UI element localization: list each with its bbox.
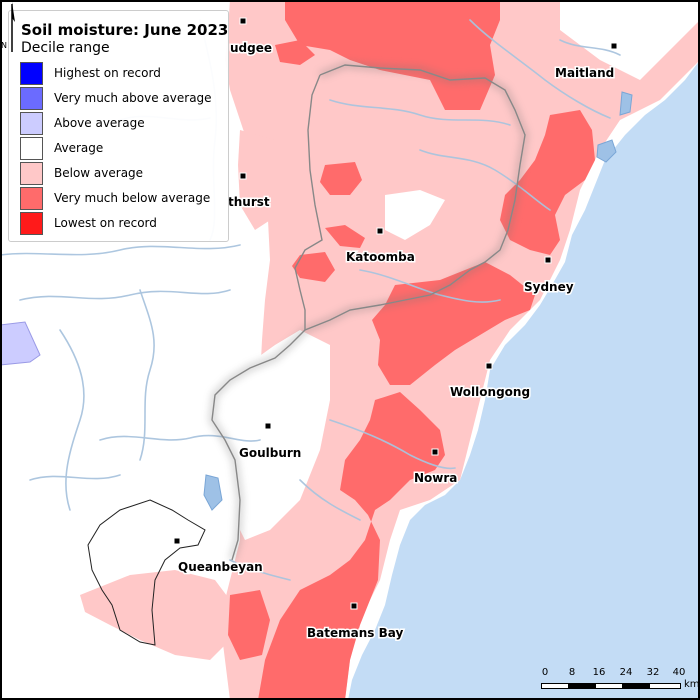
scale-tick: 0 [541, 667, 549, 678]
very-much-below-average-northwest [275, 40, 315, 65]
legend-label: Highest on record [54, 66, 161, 80]
below-average-west-patch [80, 570, 230, 660]
town-marker-wollongong [485, 362, 493, 370]
very-much-below-average-sydney [372, 262, 535, 385]
scale-tick: 32 [646, 667, 660, 678]
very-much-below-average-katoomba [325, 225, 365, 248]
legend-swatch [20, 87, 43, 110]
scale-tick: 24 [619, 667, 633, 678]
above-average-patch [0, 321, 41, 366]
town-marker-goulburn [264, 422, 272, 430]
town-label-nowra: Nowra [414, 471, 457, 485]
lake-burragorang [203, 474, 223, 511]
scale-segment [541, 683, 569, 689]
town-label-sydney: Sydney [524, 280, 574, 294]
town-marker-queanbeyan [173, 537, 181, 545]
average-region-goulburn [212, 330, 330, 540]
legend-swatch [20, 187, 43, 210]
scale-bar: 0 8 16 24 32 40 km [540, 667, 700, 697]
legend-title: Soil moisture: June 2023 [21, 21, 229, 39]
legend-swatch [20, 62, 43, 85]
scale-tick: 40 [672, 667, 686, 678]
legend-label: Lowest on record [54, 216, 157, 230]
town-label-wollongong: Wollongong [450, 385, 530, 399]
north-arrow-label: N [1, 41, 7, 50]
town-label-bathurst: thurst [228, 195, 270, 209]
legend-swatch [20, 162, 43, 185]
legend-item-lowest-on-record: Lowest on record [20, 212, 225, 237]
legend-label: Average [54, 141, 104, 155]
legend-swatch [20, 212, 43, 235]
legend-item-very-much-above-average: Very much above average [20, 87, 225, 112]
act-border [87, 499, 206, 646]
town-marker-maitland [610, 42, 618, 50]
scale-tick: 8 [568, 667, 576, 678]
town-marker-mudgee [239, 17, 247, 25]
legend-item-highest-on-record: Highest on record [20, 62, 225, 87]
town-markers [173, 17, 618, 610]
scale-tick: 16 [592, 667, 606, 678]
very-much-below-average-shoalhaven [258, 392, 445, 700]
legend-label: Below average [54, 166, 144, 180]
ocean [348, 60, 700, 700]
map-legend: Soil moisture: June 2023 Decile range Hi… [8, 10, 229, 242]
lake-macquarie [596, 139, 617, 163]
town-label-mudgee: udgee [230, 41, 272, 55]
town-label-katoomba: Katoomba [346, 250, 415, 264]
very-much-below-average-north [285, 0, 500, 110]
very-much-below-average-capertee [320, 162, 362, 195]
town-label-batemans-bay: Batemans Bay [307, 626, 403, 640]
legend-item-above-average: Above average [20, 112, 225, 137]
town-marker-bathurst [239, 172, 247, 180]
legend-subtitle: Decile range [21, 40, 110, 56]
town-marker-sydney [544, 256, 552, 264]
scale-segment [595, 683, 623, 689]
below-average-north-patch [238, 130, 285, 230]
lake-myall [619, 91, 633, 116]
scale-segment [622, 683, 650, 689]
legend-item-very-much-below-average: Very much below average [20, 187, 225, 212]
north-arrow-icon: N [1, 2, 15, 52]
town-marker-nowra [431, 448, 439, 456]
town-marker-katoomba [376, 227, 384, 235]
very-much-below-average-moruya [228, 590, 270, 660]
legend-label: Above average [54, 116, 145, 130]
town-label-maitland: Maitland [555, 66, 614, 80]
legend-label: Very much below average [54, 191, 211, 205]
town-label-queanbeyan: Queanbeyan [178, 560, 263, 574]
legend-item-average: Average [20, 137, 225, 162]
average-region-blue-mountains [385, 190, 445, 240]
legend-swatch [20, 112, 43, 135]
catchment-boundary-west [294, 74, 323, 330]
legend-swatch [20, 137, 43, 160]
town-label-goulburn: Goulburn [239, 446, 301, 460]
legend-label: Very much above average [54, 91, 212, 105]
legend-item-below-average: Below average [20, 162, 225, 187]
town-marker-batemans-bay [350, 602, 358, 610]
scale-segment [649, 683, 681, 689]
very-much-below-average-lithgow [292, 252, 335, 282]
catchment-boundary [211, 64, 526, 561]
scale-unit: km [684, 679, 700, 690]
scale-segment [568, 683, 596, 689]
very-much-below-average-hunter [500, 110, 595, 255]
